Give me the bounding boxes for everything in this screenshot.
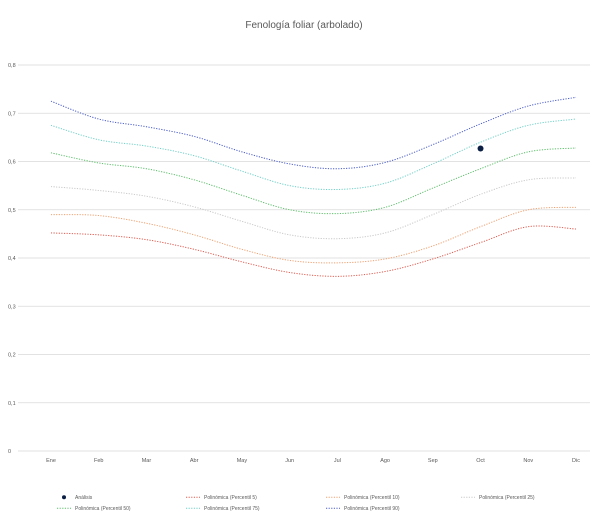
legend-label: Polinómica (Percentil 25) xyxy=(479,495,535,501)
x-axis-ticks: Ene Feb Mar Abr May Jun Jul Ago Sep Oct Nov Dic xyxy=(46,458,580,464)
x-tick-label: Ene xyxy=(46,458,56,464)
legend-marker xyxy=(62,495,66,500)
x-tick-label: Abr xyxy=(190,458,199,464)
y-tick-label: 0,4 xyxy=(8,256,16,262)
y-tick-label: 0,2 xyxy=(8,353,16,359)
x-tick-label: Oct xyxy=(476,458,485,464)
legend-label: Polinómica (Percentil 75) xyxy=(204,506,260,512)
y-tick-label: 0,6 xyxy=(8,160,16,166)
series-line-4 xyxy=(50,147,577,215)
x-tick-label: Ago xyxy=(380,458,390,464)
legend-item: Polinómica (Percentil 10) xyxy=(326,495,400,501)
x-tick-label: Sep xyxy=(428,458,438,464)
x-tick-label: Feb xyxy=(94,458,103,464)
analysis-point xyxy=(477,145,484,152)
y-tick-label: 0,3 xyxy=(8,304,16,310)
legend-label: Polinómica (Percentil 90) xyxy=(344,506,400,512)
gridlines xyxy=(18,64,590,452)
x-tick-label: Nov xyxy=(523,458,533,464)
series-line-3 xyxy=(50,177,577,240)
series-lines xyxy=(50,96,577,277)
series-line-5 xyxy=(50,118,577,191)
x-tick-label: Jul xyxy=(334,458,341,464)
legend-item: Análisis xyxy=(62,495,93,501)
x-tick-label: Mar xyxy=(142,458,152,464)
series-line-6 xyxy=(50,96,577,170)
chart-title: Fenología foliar (arbolado) xyxy=(245,20,362,31)
legend-label: Polinómica (Percentil 50) xyxy=(75,506,131,512)
y-tick-label: 0,7 xyxy=(8,111,16,117)
legend-item: Polinómica (Percentil 50) xyxy=(57,506,131,512)
legend-item: Polinómica (Percentil 5) xyxy=(186,495,257,501)
y-axis-ticks: 0 0,1 0,2 0,3 0,4 0,5 0,6 0,7 0,8 xyxy=(8,63,16,455)
legend: Análisis Polinómica (Percentil 5) Polinómi… xyxy=(57,495,535,512)
y-tick-label: 0,8 xyxy=(8,63,16,69)
legend-label: Polinómica (Percentil 5) xyxy=(204,495,257,501)
y-tick-label: 0,5 xyxy=(8,208,16,214)
series-line-2 xyxy=(50,206,577,264)
legend-label: Polinómica (Percentil 10) xyxy=(344,495,400,501)
y-tick-label: 0 xyxy=(8,449,11,455)
y-tick-label: 0,1 xyxy=(8,401,16,407)
series-line-1 xyxy=(50,225,577,277)
x-tick-label: Dic xyxy=(572,458,580,464)
x-tick-label: May xyxy=(237,458,248,464)
legend-label: Análisis xyxy=(75,495,93,501)
legend-item: Polinómica (Percentil 25) xyxy=(461,495,535,501)
x-tick-label: Jun xyxy=(285,458,294,464)
legend-item: Polinómica (Percentil 90) xyxy=(326,506,400,512)
legend-item: Polinómica (Percentil 75) xyxy=(186,506,260,512)
